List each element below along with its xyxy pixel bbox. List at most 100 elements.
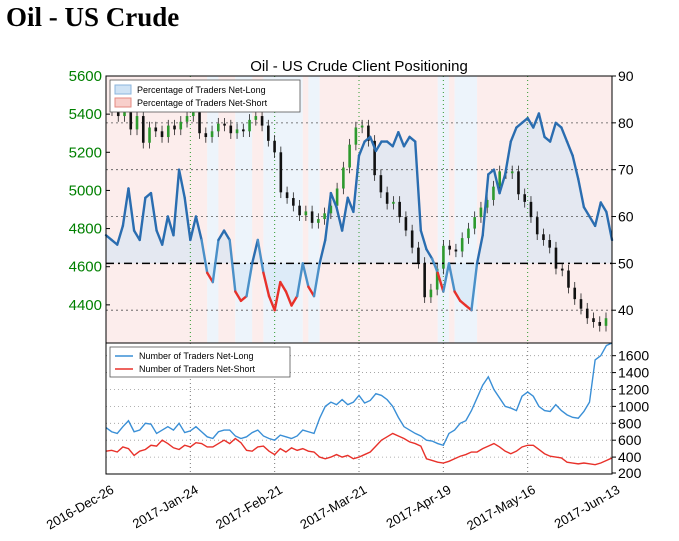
x-axis-date-label: 2017-Jan-24: [130, 482, 201, 531]
pct-net-long-segment: [183, 196, 192, 242]
pct-net-long-segment: [279, 280, 288, 293]
net-short-band: [218, 76, 236, 343]
x-axis-date-label: 2017-Mar-21: [297, 482, 369, 532]
candle-body: [204, 133, 208, 138]
pct-net-long-segment: [414, 140, 423, 232]
pct-net-long-segment: [284, 290, 293, 307]
candle-body: [454, 249, 458, 252]
pct-net-long-segment: [571, 154, 580, 181]
candle-body: [229, 125, 233, 134]
candle-body: [398, 201, 401, 218]
legend-label-traders-long: Number of Traders Net-Long: [139, 351, 254, 361]
candle-body: [185, 116, 189, 122]
candle-body: [285, 192, 289, 199]
pct-net-long-segment: [267, 294, 276, 312]
candle-body: [423, 262, 426, 298]
candle-body: [448, 245, 451, 250]
candle-body: [217, 123, 220, 132]
candle-body: [173, 125, 176, 130]
candle-body: [129, 112, 133, 130]
pct-net-long-segment: [329, 191, 338, 209]
candle-body: [535, 217, 539, 235]
pct-net-long-segment: [256, 238, 265, 274]
candle-body: [460, 238, 464, 252]
pct-net-long-segment: [498, 173, 507, 195]
pct-net-long-segment: [605, 210, 614, 242]
traders-axis-tick-label: 1400: [618, 365, 649, 381]
candle-body: [573, 287, 577, 300]
legend-label-short: Percentage of Traders Net-Short: [137, 98, 268, 108]
legend-swatch-short: [114, 97, 132, 108]
candle-body: [329, 205, 333, 214]
pct-net-long-segment: [172, 168, 181, 237]
net-long-band: [308, 76, 320, 343]
candle-body: [154, 127, 158, 132]
candle-body: [335, 188, 339, 206]
candle-body: [404, 217, 408, 231]
candle-body: [360, 125, 364, 128]
right-axis-tick-label: 80: [618, 115, 634, 131]
pct-net-long-segment: [116, 224, 125, 246]
candle-body: [342, 167, 345, 189]
left-axis-tick-label: 5600: [69, 68, 102, 85]
pct-net-long-segment: [121, 187, 130, 228]
candle-body: [123, 112, 126, 117]
legend-label-long: Percentage of Traders Net-Long: [137, 85, 266, 95]
candle-body: [179, 121, 183, 130]
pct-net-long-segment: [548, 121, 557, 143]
pct-net-long-segment: [104, 234, 113, 242]
pct-net-long-segment: [352, 154, 361, 214]
candle-body: [429, 289, 433, 298]
x-axis-date-label: 2016-Dec-26: [44, 482, 117, 533]
pct-net-long-segment: [408, 135, 417, 143]
candle-body: [248, 119, 251, 132]
pct-net-long-segment: [149, 191, 158, 232]
pct-net-long-segment: [222, 229, 231, 242]
candle-body: [310, 211, 314, 223]
candle-body: [166, 125, 170, 138]
chart-title: Oil - US Crude Client Positioning: [250, 58, 468, 75]
candle-body: [354, 127, 358, 145]
right-axis-tick-label: 60: [618, 209, 634, 225]
net-short-band: [448, 76, 455, 343]
x-axis-date-label: 2017-Jun-13: [552, 482, 623, 531]
candle-body: [379, 175, 383, 193]
legend-label-traders-short: Number of Traders Net-Short: [139, 364, 256, 374]
candle-body: [579, 299, 583, 309]
pct-net-long-segment: [273, 280, 282, 312]
legend-box: [109, 79, 301, 113]
pct-net-long-segment: [565, 140, 574, 157]
pct-net-long-segment: [509, 126, 518, 143]
right-axis-tick-label: 40: [618, 302, 634, 318]
candle-body: [542, 234, 545, 241]
pct-net-long-segment: [391, 131, 400, 148]
right-axis-tick-label: 50: [618, 255, 634, 271]
pct-net-long-segment: [217, 229, 226, 242]
right-axis-tick-label: 70: [618, 162, 634, 178]
candle-body: [510, 171, 514, 174]
traders-axis-tick-label: 400: [618, 449, 642, 465]
candle-body: [467, 228, 470, 239]
pct-net-long-segment: [318, 238, 327, 265]
x-axis-date-label: 2017-May-16: [464, 482, 538, 533]
candle-body: [604, 318, 608, 326]
pct-net-long-segment: [554, 121, 563, 129]
candle-body: [323, 213, 326, 220]
traders-axis-tick-label: 1600: [618, 348, 649, 364]
traders-axis-tick-label: 1200: [618, 381, 649, 397]
candle-body: [135, 116, 139, 130]
candle-body: [223, 123, 226, 126]
left-axis-tick-label: 4800: [69, 221, 102, 238]
pct-net-long-segment: [374, 140, 383, 153]
pct-net-long-segment: [262, 271, 271, 298]
pct-net-long-segment: [537, 112, 546, 139]
candle-body: [567, 270, 570, 288]
candle-body: [273, 140, 276, 153]
candle-body: [473, 217, 476, 229]
pct-net-long-segment: [200, 238, 209, 274]
left-axis-tick-label: 5200: [69, 144, 102, 161]
candle-body: [392, 201, 395, 204]
candle-body: [160, 131, 164, 138]
candle-body: [298, 205, 301, 216]
pct-net-long-segment: [436, 271, 445, 293]
